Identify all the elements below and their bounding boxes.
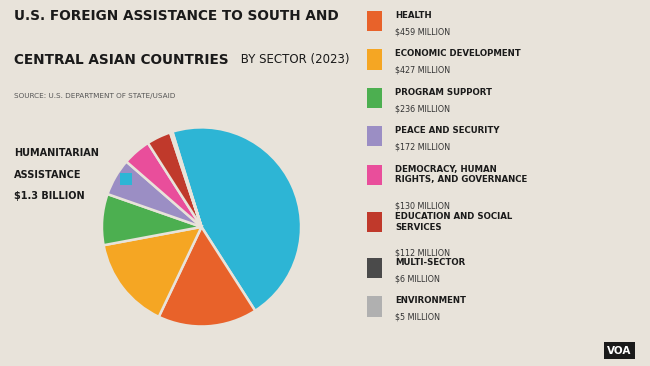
Wedge shape	[126, 143, 202, 227]
Text: EDUCATION AND SOCIAL
SERVICES: EDUCATION AND SOCIAL SERVICES	[395, 212, 512, 232]
Text: $236 MILLION: $236 MILLION	[395, 104, 450, 113]
Wedge shape	[107, 162, 202, 227]
Wedge shape	[102, 194, 202, 245]
Text: $1.3 BILLION: $1.3 BILLION	[14, 191, 85, 201]
Wedge shape	[159, 227, 255, 326]
Text: $6 MILLION: $6 MILLION	[395, 274, 440, 284]
Text: $427 MILLION: $427 MILLION	[395, 66, 450, 75]
Wedge shape	[172, 132, 202, 227]
Text: $130 MILLION: $130 MILLION	[395, 201, 450, 210]
Text: U.S. FOREIGN ASSISTANCE TO SOUTH AND: U.S. FOREIGN ASSISTANCE TO SOUTH AND	[14, 9, 339, 23]
Text: MULTI-SECTOR: MULTI-SECTOR	[395, 258, 465, 267]
Text: VOA: VOA	[607, 346, 632, 356]
Text: DEMOCRACY, HUMAN
RIGHTS, AND GOVERNANCE: DEMOCRACY, HUMAN RIGHTS, AND GOVERNANCE	[395, 165, 527, 184]
Text: $112 MILLION: $112 MILLION	[395, 249, 450, 258]
Text: $459 MILLION: $459 MILLION	[395, 27, 450, 37]
Wedge shape	[172, 127, 301, 311]
Text: PEACE AND SECURITY: PEACE AND SECURITY	[395, 126, 500, 135]
Text: CENTRAL ASIAN COUNTRIES: CENTRAL ASIAN COUNTRIES	[14, 53, 229, 67]
Text: ENVIRONMENT: ENVIRONMENT	[395, 296, 466, 306]
Wedge shape	[170, 132, 202, 227]
Text: $172 MILLION: $172 MILLION	[395, 143, 450, 152]
Text: BY SECTOR (2023): BY SECTOR (2023)	[237, 53, 350, 66]
Wedge shape	[148, 132, 202, 227]
Text: HUMANITARIAN: HUMANITARIAN	[14, 148, 99, 158]
Text: SOURCE: U.S. DEPARTMENT OF STATE/USAID: SOURCE: U.S. DEPARTMENT OF STATE/USAID	[14, 93, 176, 99]
Wedge shape	[103, 227, 202, 317]
Text: PROGRAM SUPPORT: PROGRAM SUPPORT	[395, 88, 492, 97]
Text: HEALTH: HEALTH	[395, 11, 432, 20]
Text: $5 MILLION: $5 MILLION	[395, 313, 440, 322]
Text: ECONOMIC DEVELOPMENT: ECONOMIC DEVELOPMENT	[395, 49, 521, 59]
Text: ASSISTANCE: ASSISTANCE	[14, 170, 82, 180]
